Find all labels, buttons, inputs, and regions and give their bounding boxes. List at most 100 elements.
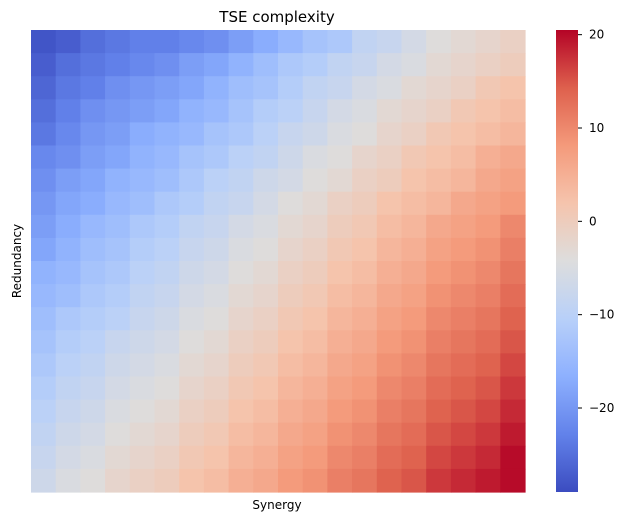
heatmap-cell (278, 376, 304, 401)
heatmap-cell (302, 76, 328, 100)
heatmap-cell (31, 307, 57, 331)
heatmap-cell (475, 376, 501, 401)
heatmap-cell (327, 422, 353, 447)
heatmap-cell (401, 353, 427, 378)
heatmap-cell (278, 76, 304, 100)
chart-title: TSE complexity (218, 8, 335, 26)
heatmap-cell (228, 422, 254, 447)
heatmap-cell (179, 145, 205, 170)
heatmap-cell (500, 122, 526, 147)
heatmap-cell (278, 53, 304, 77)
heatmap-cell (450, 445, 477, 470)
heatmap-cell (80, 30, 106, 54)
heatmap-cell (31, 214, 57, 239)
heatmap-cell (475, 307, 501, 331)
heatmap-cell (179, 307, 205, 331)
heatmap-cell (278, 307, 304, 331)
heatmap-cell (80, 261, 106, 285)
heatmap-cell (500, 284, 526, 308)
heatmap-cell (475, 399, 501, 424)
heatmap-cell (129, 445, 156, 470)
heatmap-cell (31, 353, 57, 378)
heatmap-cell (154, 422, 180, 447)
heatmap-cell (426, 353, 452, 378)
heatmap-cell (376, 330, 403, 354)
heatmap-cell (302, 399, 328, 424)
heatmap-cell (302, 376, 328, 401)
heatmap-cell (426, 261, 452, 285)
heatmap-cell (500, 191, 526, 216)
heatmap-cell (105, 191, 131, 216)
heatmap-cell (450, 145, 477, 170)
heatmap-cell (253, 99, 279, 123)
heatmap-cell (426, 30, 452, 54)
heatmap-cell (450, 122, 477, 147)
heatmap-cell (327, 376, 353, 401)
heatmap-cell (376, 168, 403, 193)
heatmap-cell (80, 330, 106, 354)
heatmap-cell (475, 237, 501, 262)
heatmap-cell (327, 237, 353, 262)
heatmap-cell (129, 422, 156, 447)
heatmap-cell (278, 191, 304, 216)
colorbar-tick-label: 10 (589, 121, 604, 135)
heatmap-cell (253, 307, 279, 331)
heatmap-cell (154, 214, 180, 239)
heatmap-cell (105, 468, 131, 493)
heatmap-cell (302, 237, 328, 262)
heatmap-cell (327, 53, 353, 77)
heatmap-cell (228, 307, 254, 331)
heatmap-cell (426, 376, 452, 401)
heatmap-cell (450, 468, 477, 493)
heatmap-cell (376, 422, 403, 447)
heatmap-cell (450, 237, 477, 262)
heatmap-cell (278, 237, 304, 262)
heatmap-cell (154, 122, 180, 147)
heatmap-cell (500, 99, 526, 123)
heatmap-cell (450, 191, 477, 216)
heatmap-cell (31, 330, 57, 354)
heatmap-cell (154, 191, 180, 216)
heatmap-cell (154, 261, 180, 285)
heatmap-cell (401, 122, 427, 147)
heatmap-cell (129, 330, 156, 354)
heatmap-cell (31, 30, 57, 54)
heatmap-cell (450, 376, 477, 401)
heatmap-cell (500, 30, 526, 54)
heatmap-cell (179, 168, 205, 193)
heatmap-cell (450, 284, 477, 308)
heatmap-cell (302, 214, 328, 239)
heatmap-cell (500, 237, 526, 262)
heatmap-cell (105, 30, 131, 54)
heatmap-cell (228, 330, 254, 354)
heatmap-cell (352, 76, 378, 100)
heatmap-cell (426, 284, 452, 308)
heatmap-cell (376, 122, 403, 147)
heatmap-cell (253, 237, 279, 262)
heatmap-cell (228, 214, 254, 239)
heatmap-cell (105, 445, 131, 470)
heatmap-cell (55, 307, 81, 331)
heatmap-cell (376, 376, 403, 401)
heatmap-cell (352, 399, 378, 424)
heatmap-cell (203, 53, 230, 77)
heatmap-cell (179, 284, 205, 308)
heatmap-cell (80, 284, 106, 308)
heatmap-cell (253, 53, 279, 77)
heatmap-cell (253, 145, 279, 170)
heatmap-cell (426, 214, 452, 239)
heatmap-cell (228, 376, 254, 401)
heatmap-cell (228, 191, 254, 216)
heatmap-cell (500, 422, 526, 447)
heatmap-cell (352, 191, 378, 216)
heatmap-cell (450, 214, 477, 239)
heatmap-cell (80, 99, 106, 123)
heatmap-cell (352, 422, 378, 447)
colorbar-tick-label: −10 (589, 308, 614, 322)
heatmap-cell (426, 307, 452, 331)
heatmap-cell (500, 399, 526, 424)
heatmap-cell (105, 122, 131, 147)
heatmap-cell (500, 353, 526, 378)
heatmap-cell (154, 30, 180, 54)
heatmap-cell (475, 353, 501, 378)
